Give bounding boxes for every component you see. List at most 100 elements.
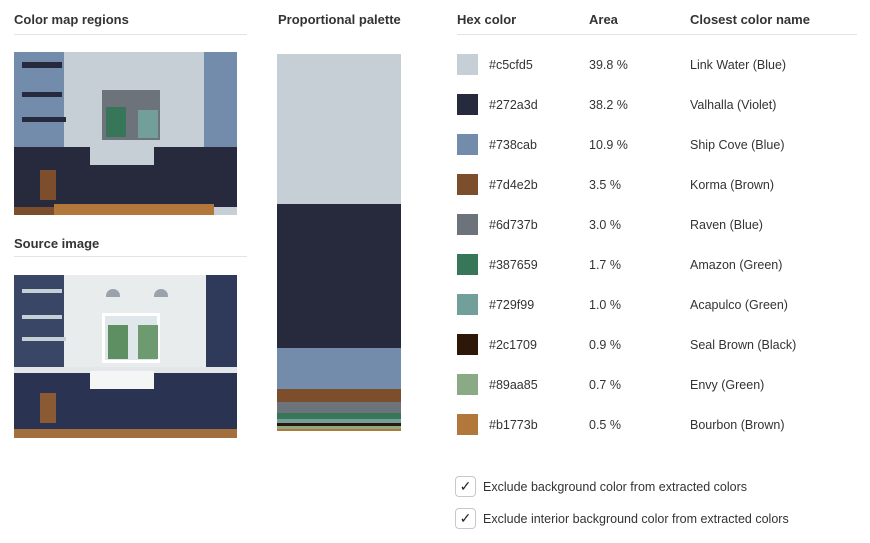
- pendant-lamp: [154, 289, 168, 297]
- exclude-interior-background-checkbox[interactable]: ✓: [455, 508, 476, 529]
- shelf: [22, 289, 62, 293]
- palette-segment: [277, 402, 401, 413]
- shelf: [22, 337, 66, 341]
- color-name: Valhalla (Violet): [690, 98, 777, 112]
- hex-value: #6d737b: [489, 218, 538, 232]
- hex-value: #387659: [489, 258, 538, 272]
- color-name: Envy (Green): [690, 378, 765, 392]
- hex-value: #c5cfd5: [489, 58, 533, 72]
- proportional-palette-heading: Proportional palette: [278, 12, 401, 27]
- hex-value: #2c1709: [489, 338, 537, 352]
- color-row: #729f99 1.0 % Acapulco (Green): [457, 294, 857, 316]
- color-name: Seal Brown (Black): [690, 338, 797, 352]
- color-swatch: [457, 174, 478, 195]
- area-value: 1.7 %: [589, 258, 621, 272]
- color-swatch: [457, 414, 478, 435]
- floor-rug-dark: [14, 207, 54, 215]
- hex-value: #89aa85: [489, 378, 538, 392]
- drawer-wood: [40, 170, 56, 200]
- palette-segment: [277, 426, 401, 429]
- palette-segment: [277, 389, 401, 402]
- color-row: #c5cfd5 39.8 % Link Water (Blue): [457, 54, 857, 76]
- exclude-interior-background-option[interactable]: ✓ Exclude interior background color from…: [455, 508, 789, 529]
- palette-segment: [277, 423, 401, 426]
- source-image-heading: Source image: [14, 236, 100, 251]
- palette-segment: [277, 348, 401, 389]
- area-value: 3.0 %: [589, 218, 621, 232]
- proportional-palette: [277, 54, 401, 431]
- area-value: 39.8 %: [589, 58, 628, 72]
- color-row: #387659 1.7 % Amazon (Green): [457, 254, 857, 276]
- color-swatch: [457, 94, 478, 115]
- window-greenery: [108, 325, 128, 359]
- source-divider: [14, 256, 247, 257]
- color-map-regions-heading: Color map regions: [14, 12, 129, 27]
- hex-value: #b1773b: [489, 418, 538, 432]
- window-plant: [106, 107, 126, 137]
- window-plant: [138, 110, 158, 138]
- floor: [14, 429, 237, 438]
- color-name: Bourbon (Brown): [690, 418, 785, 432]
- farmhouse-sink: [90, 371, 154, 389]
- color-row: #2c1709 0.9 % Seal Brown (Black): [457, 334, 857, 356]
- exclude-interior-background-label: Exclude interior background color from e…: [483, 511, 789, 526]
- color-row: #272a3d 38.2 % Valhalla (Violet): [457, 94, 857, 116]
- area-heading: Area: [589, 12, 618, 27]
- area-value: 38.2 %: [589, 98, 628, 112]
- area-value: 0.7 %: [589, 378, 621, 392]
- hex-value: #738cab: [489, 138, 537, 152]
- color-name: Korma (Brown): [690, 178, 775, 192]
- color-map-regions-image: [14, 52, 237, 215]
- shelf-dark: [22, 62, 62, 68]
- color-swatch: [457, 294, 478, 315]
- color-swatch: [457, 214, 478, 235]
- exclude-background-checkbox[interactable]: ✓: [455, 476, 476, 497]
- floor-rug: [54, 204, 214, 215]
- color-swatch: [457, 374, 478, 395]
- color-name: Acapulco (Green): [690, 298, 788, 312]
- color-row: #89aa85 0.7 % Envy (Green): [457, 374, 857, 396]
- upper-right-cabinet: [204, 52, 237, 152]
- palette-segment: [277, 54, 401, 204]
- exclude-background-label: Exclude background color from extracted …: [483, 479, 748, 494]
- area-value: 0.9 %: [589, 338, 621, 352]
- palette-segment: [277, 429, 401, 431]
- drawer-wood: [40, 393, 56, 423]
- palette-segment: [277, 419, 401, 423]
- color-row: #6d737b 3.0 % Raven (Blue): [457, 214, 857, 236]
- area-value: 10.9 %: [589, 138, 628, 152]
- palette-segment: [277, 204, 401, 348]
- hex-value: #272a3d: [489, 98, 538, 112]
- header-divider: [14, 34, 247, 35]
- color-row: #738cab 10.9 % Ship Cove (Blue): [457, 134, 857, 156]
- color-swatch: [457, 134, 478, 155]
- shelf: [22, 315, 62, 319]
- sink: [90, 147, 154, 165]
- hex-value: #7d4e2b: [489, 178, 538, 192]
- color-name: Link Water (Blue): [690, 58, 787, 72]
- color-row: #7d4e2b 3.5 % Korma (Brown): [457, 174, 857, 196]
- exclude-background-option[interactable]: ✓ Exclude background color from extracte…: [455, 476, 747, 497]
- color-swatch: [457, 54, 478, 75]
- shelf-dark: [22, 117, 66, 122]
- area-value: 1.0 %: [589, 298, 621, 312]
- area-value: 3.5 %: [589, 178, 621, 192]
- color-name: Ship Cove (Blue): [690, 138, 785, 152]
- upper-right-cabinet: [206, 275, 237, 375]
- palette-segment: [277, 413, 401, 419]
- countertop: [14, 367, 237, 373]
- area-value: 0.5 %: [589, 418, 621, 432]
- color-swatch: [457, 254, 478, 275]
- window-greenery: [138, 325, 158, 359]
- closest-color-name-heading: Closest color name: [690, 12, 810, 27]
- header-divider: [457, 34, 857, 35]
- hex-color-heading: Hex color: [457, 12, 517, 27]
- color-row: #b1773b 0.5 % Bourbon (Brown): [457, 414, 857, 436]
- shelf-dark: [22, 92, 62, 97]
- color-name: Amazon (Green): [690, 258, 783, 272]
- source-image: [14, 275, 237, 438]
- color-name: Raven (Blue): [690, 218, 763, 232]
- color-swatch: [457, 334, 478, 355]
- hex-value: #729f99: [489, 298, 535, 312]
- pendant-lamp: [106, 289, 120, 297]
